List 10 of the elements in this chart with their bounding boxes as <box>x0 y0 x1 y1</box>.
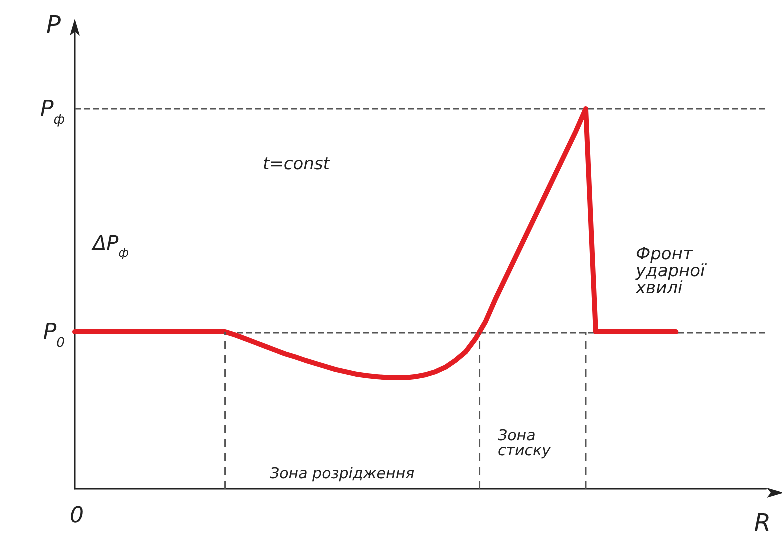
ref-line-label: P$_{ф}$ <box>40 97 65 128</box>
annotation: ΔP$_{ф}$ <box>91 231 130 260</box>
annotation: Зона стиску <box>498 426 552 460</box>
ref-line-label: P$_{0}$ <box>43 320 65 351</box>
annotation: Зона розрідження <box>270 464 415 482</box>
x-axis-title: R <box>754 509 772 537</box>
annotation: t=const <box>263 154 332 174</box>
text: 0 <box>70 504 84 528</box>
y-axis-title: P <box>46 11 62 39</box>
annotation: Фронт ударної хвилі <box>635 244 711 298</box>
